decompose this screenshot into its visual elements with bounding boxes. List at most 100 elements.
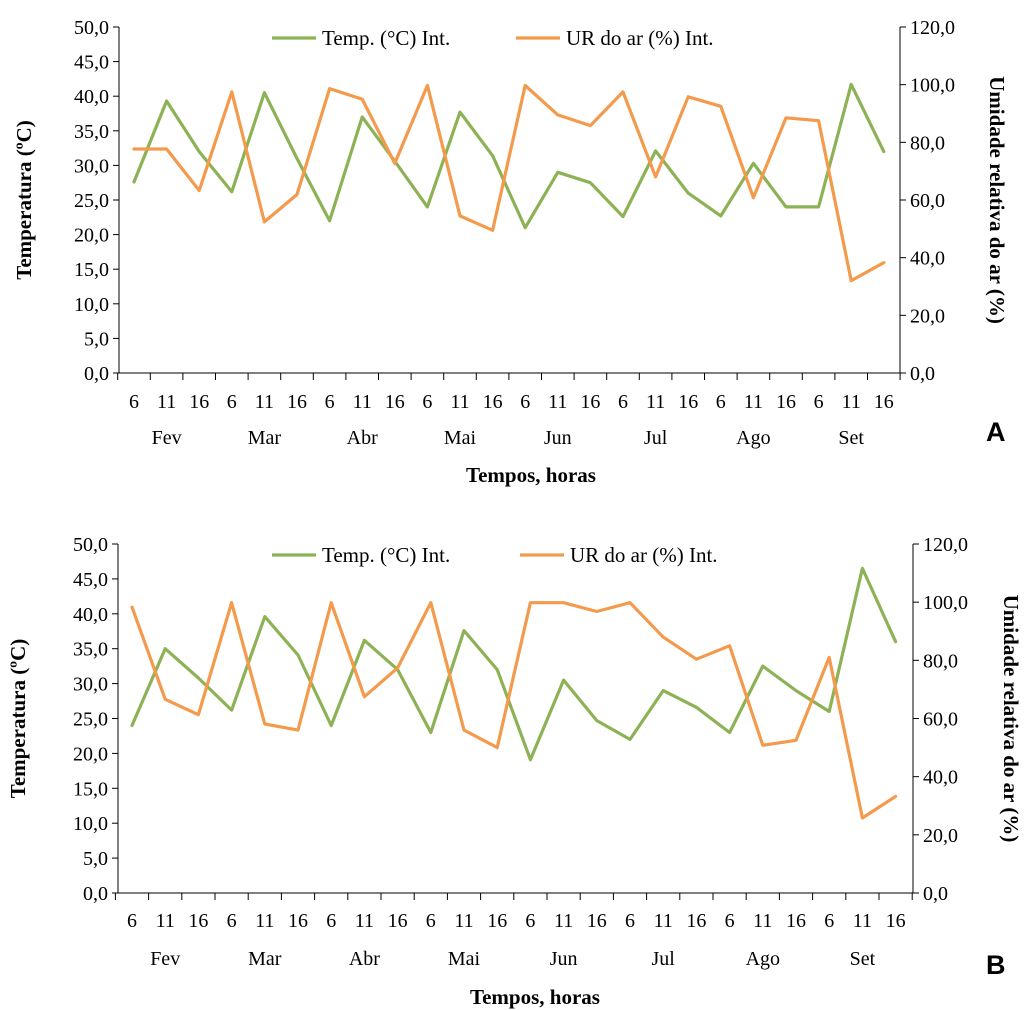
right-y-tick-label: 60,0 <box>923 709 958 731</box>
panel-label: B <box>986 950 1006 980</box>
left-y-tick-label: 35,0 <box>73 639 108 661</box>
hour-label: 16 <box>388 910 408 932</box>
hour-label: 16 <box>188 910 208 932</box>
hour-label: 6 <box>525 910 535 932</box>
left-y-tick-label: 0,0 <box>83 883 108 905</box>
hour-label: 16 <box>776 391 796 413</box>
right-y-tick-label: 60,0 <box>910 190 945 212</box>
left-y-tick-label: 50,0 <box>74 17 109 39</box>
hour-label: 6 <box>325 391 335 413</box>
hour-label: 6 <box>227 391 237 413</box>
chart-panel-a: 0,0 5,0 10,0 15,0 20,0 25,0 30,0 35,0 40,0 45,0 50… <box>12 17 1009 487</box>
hour-label: 11 <box>554 910 573 932</box>
right-y-tick-label: 100,0 <box>910 75 955 97</box>
right-y-axis-title: Umidade relativa do ar (%) <box>999 595 1023 843</box>
hour-label: 16 <box>288 910 308 932</box>
left-y-tick-label: 30,0 <box>74 155 109 177</box>
month-label: Fev <box>150 948 180 970</box>
chart-panel-b: 0,0 5,0 10,0 15,0 20,0 25,0 30,0 35,0 40,0 45,0 50… <box>6 534 1023 1009</box>
hour-label: 11 <box>450 391 469 413</box>
right-y-axis-title: Umidade relativa do ar (%) <box>985 76 1009 324</box>
month-label: Ago <box>746 948 780 970</box>
hour-label: 16 <box>189 391 209 413</box>
temperature-series-line <box>130 566 898 762</box>
month-label: Set <box>850 948 876 970</box>
left-y-tick-label: 30,0 <box>73 674 108 696</box>
hour-label: 6 <box>422 391 432 413</box>
hour-label: 16 <box>487 910 507 932</box>
hour-label: 11 <box>853 910 872 932</box>
hour-label: 11 <box>744 391 763 413</box>
hour-label: 16 <box>686 910 706 932</box>
hour-label: 6 <box>824 910 834 932</box>
hour-label: 6 <box>129 391 139 413</box>
month-label: Mai <box>444 427 477 449</box>
left-y-tick-label: 10,0 <box>74 294 109 316</box>
x-axis-title: Tempos, horas <box>466 463 596 487</box>
right-y-tick-label: 120,0 <box>910 17 955 39</box>
right-y-tick-label: 120,0 <box>923 534 968 556</box>
legend: Temp. (°C) Int. UR do ar (%) Int. <box>272 26 714 50</box>
hour-label: 16 <box>678 391 698 413</box>
hour-label: 6 <box>127 910 137 932</box>
hour-label: 11 <box>646 391 665 413</box>
panel-label: A <box>986 417 1006 447</box>
hour-label: 6 <box>227 910 237 932</box>
hour-label: 16 <box>886 910 906 932</box>
hour-label: 6 <box>625 910 635 932</box>
hour-label: 6 <box>520 391 530 413</box>
left-y-tick-label: 45,0 <box>74 52 109 74</box>
hour-label: 16 <box>587 910 607 932</box>
left-y-tick-label: 15,0 <box>74 259 109 281</box>
right-y-tick-label: 40,0 <box>910 248 945 270</box>
right-y-tick-label: 20,0 <box>910 305 945 327</box>
hour-label: 16 <box>874 391 894 413</box>
left-y-tick-label: 25,0 <box>73 709 108 731</box>
right-y-tick-label: 20,0 <box>923 825 958 847</box>
hour-label: 6 <box>814 391 824 413</box>
hour-label: 6 <box>618 391 628 413</box>
left-y-tick-label: 25,0 <box>74 190 109 212</box>
hour-label: 11 <box>353 391 372 413</box>
hour-label: 6 <box>725 910 735 932</box>
left-y-tick-label: 45,0 <box>73 569 108 591</box>
hour-label: 16 <box>385 391 405 413</box>
hour-label: 11 <box>255 391 274 413</box>
month-label: Abr <box>349 948 380 970</box>
left-y-tick-label: 0,0 <box>84 363 109 385</box>
hour-label: 11 <box>355 910 374 932</box>
month-label: Mar <box>248 948 282 970</box>
month-label: Jun <box>544 427 572 449</box>
legend-humidity-label: UR do ar (%) Int. <box>566 26 714 50</box>
right-y-tick-label: 80,0 <box>923 650 958 672</box>
legend-humidity-label: UR do ar (%) Int. <box>570 543 718 567</box>
left-y-tick-label: 20,0 <box>74 225 109 247</box>
left-y-tick-label: 20,0 <box>73 743 108 765</box>
left-y-axis-title: Temperatura (ºC) <box>6 639 30 799</box>
left-y-axis-title: Temperatura (ºC) <box>12 120 36 280</box>
hour-label: 16 <box>580 391 600 413</box>
hour-label: 6 <box>716 391 726 413</box>
month-label: Mai <box>448 948 481 970</box>
right-y-tick-label: 40,0 <box>923 767 958 789</box>
legend-temperature-label: Temp. (°C) Int. <box>322 26 450 50</box>
hour-label: 6 <box>426 910 436 932</box>
left-y-tick-label: 40,0 <box>74 86 109 108</box>
right-y-tick-label: 0,0 <box>923 883 948 905</box>
legend: Temp. (°C) Int. UR do ar (%) Int. <box>272 543 718 567</box>
hour-label: 11 <box>157 391 176 413</box>
month-label: Abr <box>347 427 378 449</box>
hour-label: 16 <box>287 391 307 413</box>
humidity-series-line <box>132 83 886 283</box>
hour-label: 11 <box>654 910 673 932</box>
right-y-tick-label: 0,0 <box>910 363 935 385</box>
left-y-tick-label: 15,0 <box>73 778 108 800</box>
hour-label: 16 <box>786 910 806 932</box>
left-y-tick-label: 50,0 <box>73 534 108 556</box>
left-y-tick-label: 10,0 <box>73 813 108 835</box>
right-y-tick-label: 80,0 <box>910 132 945 154</box>
month-label: Mar <box>248 427 282 449</box>
month-label: Jul <box>644 427 668 449</box>
legend-temperature-label: Temp. (°C) Int. <box>322 543 450 567</box>
